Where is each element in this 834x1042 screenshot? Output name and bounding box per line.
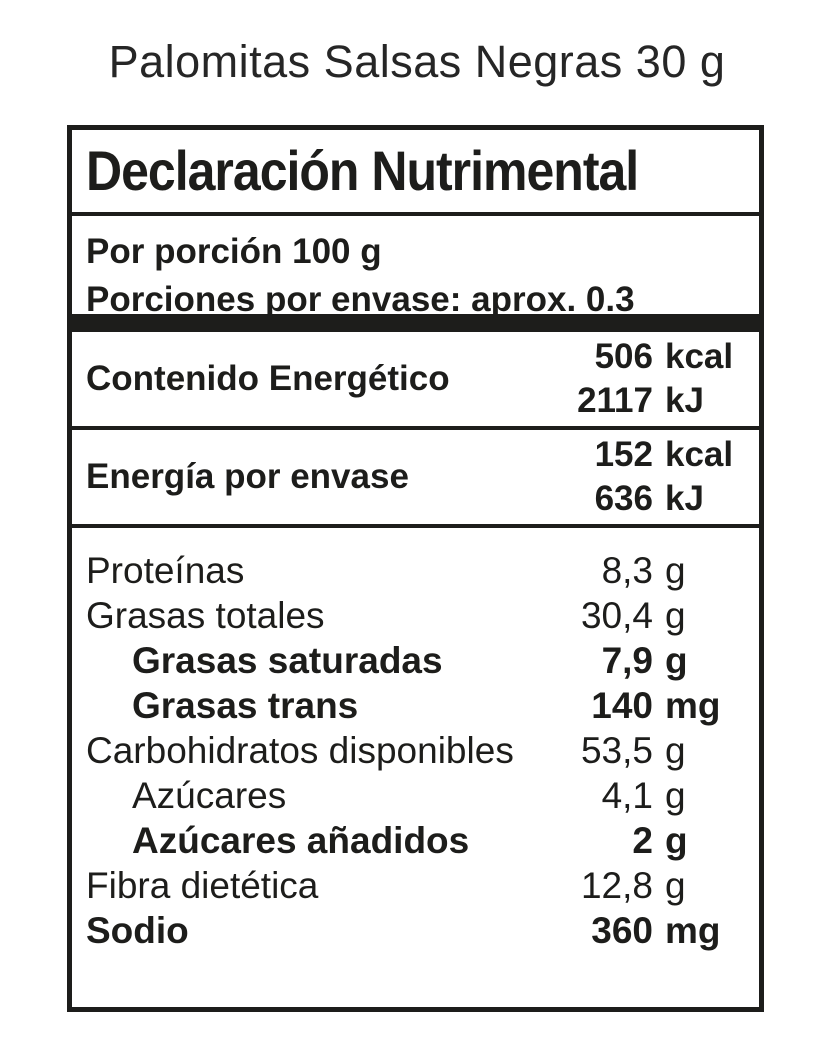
energy-row-values: 152 kcal 636 kJ: [555, 433, 745, 521]
nutrient-unit: g: [665, 775, 686, 816]
nutrient-row-added-sugars: Azúcares añadidos 2 g: [86, 818, 745, 863]
nutrient-value: 2 g: [555, 818, 745, 863]
nutrient-number: 140: [591, 685, 653, 726]
label-header: Declaración Nutrimental: [72, 130, 759, 216]
nutrient-unit: mg: [665, 685, 721, 726]
nutrient-row-carbohydrates: Carbohidratos disponibles 53,5 g: [86, 728, 745, 773]
energy-kj-number: 2117: [577, 381, 653, 420]
nutrient-unit: g: [665, 865, 686, 906]
nutrient-value: 8,3 g: [555, 548, 745, 593]
nutrient-unit: g: [665, 820, 688, 861]
energy-value-kcal: 152 kcal: [555, 433, 745, 477]
nutrient-number: 12,8: [580, 865, 653, 906]
product-title: Palomitas Salsas Negras 30 g: [108, 36, 726, 87]
nutrient-value: 12,8 g: [555, 863, 745, 908]
nutrient-row-saturated-fat: Grasas saturadas 7,9 g: [86, 638, 745, 683]
nutrient-list: Proteínas 8,3 g Grasas totales 30,4 g Gr…: [72, 528, 759, 953]
nutrient-number: 8,3: [601, 550, 653, 591]
nutrient-value: 140 mg: [555, 683, 745, 728]
nutrient-unit: g: [665, 730, 686, 771]
nutrient-row-sodium: Sodio 360 mg: [86, 908, 745, 953]
nutrition-label: Declaración Nutrimental Por porción 100 …: [67, 125, 764, 1012]
energy-kcal-unit: kcal: [665, 337, 734, 376]
nutrient-unit: g: [665, 595, 686, 636]
nutrient-number: 53,5: [580, 730, 653, 771]
energy-value-kj: 636 kJ: [555, 477, 745, 521]
nutrient-number: 2: [632, 820, 653, 861]
energy-row-values: 506 kcal 2117 kJ: [555, 335, 745, 423]
nutrient-unit: mg: [665, 910, 721, 951]
nutrient-value: 53,5 g: [555, 728, 745, 773]
nutrient-row-sugars: Azúcares 4,1 g: [86, 773, 745, 818]
energy-value-kj: 2117 kJ: [555, 379, 745, 423]
nutrient-name: Azúcares: [132, 775, 287, 816]
energy-row-per-portion: Contenido Energético 506 kcal 2117 kJ: [72, 332, 759, 430]
nutrient-name: Grasas totales: [86, 595, 325, 636]
nutrient-number: 30,4: [580, 595, 653, 636]
nutrient-number: 4,1: [601, 775, 653, 816]
nutrient-value: 4,1 g: [555, 773, 745, 818]
nutrient-number: 360: [591, 910, 653, 951]
nutrient-row-proteins: Proteínas 8,3 g: [86, 548, 745, 593]
nutrient-name: Fibra dietética: [86, 865, 319, 906]
nutrient-unit: g: [665, 640, 688, 681]
nutrient-number: 7,9: [601, 640, 653, 681]
nutrient-name: Grasas trans: [132, 685, 359, 726]
nutrient-value: 7,9 g: [555, 638, 745, 683]
nutrient-name: Grasas saturadas: [132, 640, 443, 681]
energy-kj-unit: kJ: [665, 479, 704, 518]
energy-kcal-number: 506: [594, 337, 653, 376]
energy-kcal-unit: kcal: [665, 435, 734, 474]
nutrient-row-total-fat: Grasas totales 30,4 g: [86, 593, 745, 638]
serving-size: Por porción 100 g: [86, 232, 382, 271]
nutrient-name: Proteínas: [86, 550, 245, 591]
label-header-text: Declaración Nutrimental: [86, 139, 639, 203]
energy-value-kcal: 506 kcal: [555, 335, 745, 379]
nutrient-name: Sodio: [86, 910, 189, 951]
nutrient-value: 360 mg: [555, 908, 745, 953]
energy-kcal-number: 152: [594, 435, 653, 474]
nutrient-row-dietary-fiber: Fibra dietética 12,8 g: [86, 863, 745, 908]
energy-row-label: Contenido Energético: [86, 359, 450, 398]
energy-row-label: Energía por envase: [86, 457, 409, 496]
energy-kj-unit: kJ: [665, 381, 704, 420]
nutrient-value: 30,4 g: [555, 593, 745, 638]
nutrient-name: Azúcares añadidos: [132, 820, 470, 861]
energy-kj-number: 636: [594, 479, 653, 518]
nutrient-name: Carbohidratos disponibles: [86, 730, 514, 771]
energy-row-per-package: Energía por envase 152 kcal 636 kJ: [72, 430, 759, 528]
serving-info: Por porción 100 g Porciones por envase: …: [72, 216, 759, 332]
servings-per-container: Porciones por envase: aprox. 0.3: [86, 280, 635, 319]
nutrient-row-trans-fat: Grasas trans 140 mg: [86, 683, 745, 728]
nutrient-unit: g: [665, 550, 686, 591]
